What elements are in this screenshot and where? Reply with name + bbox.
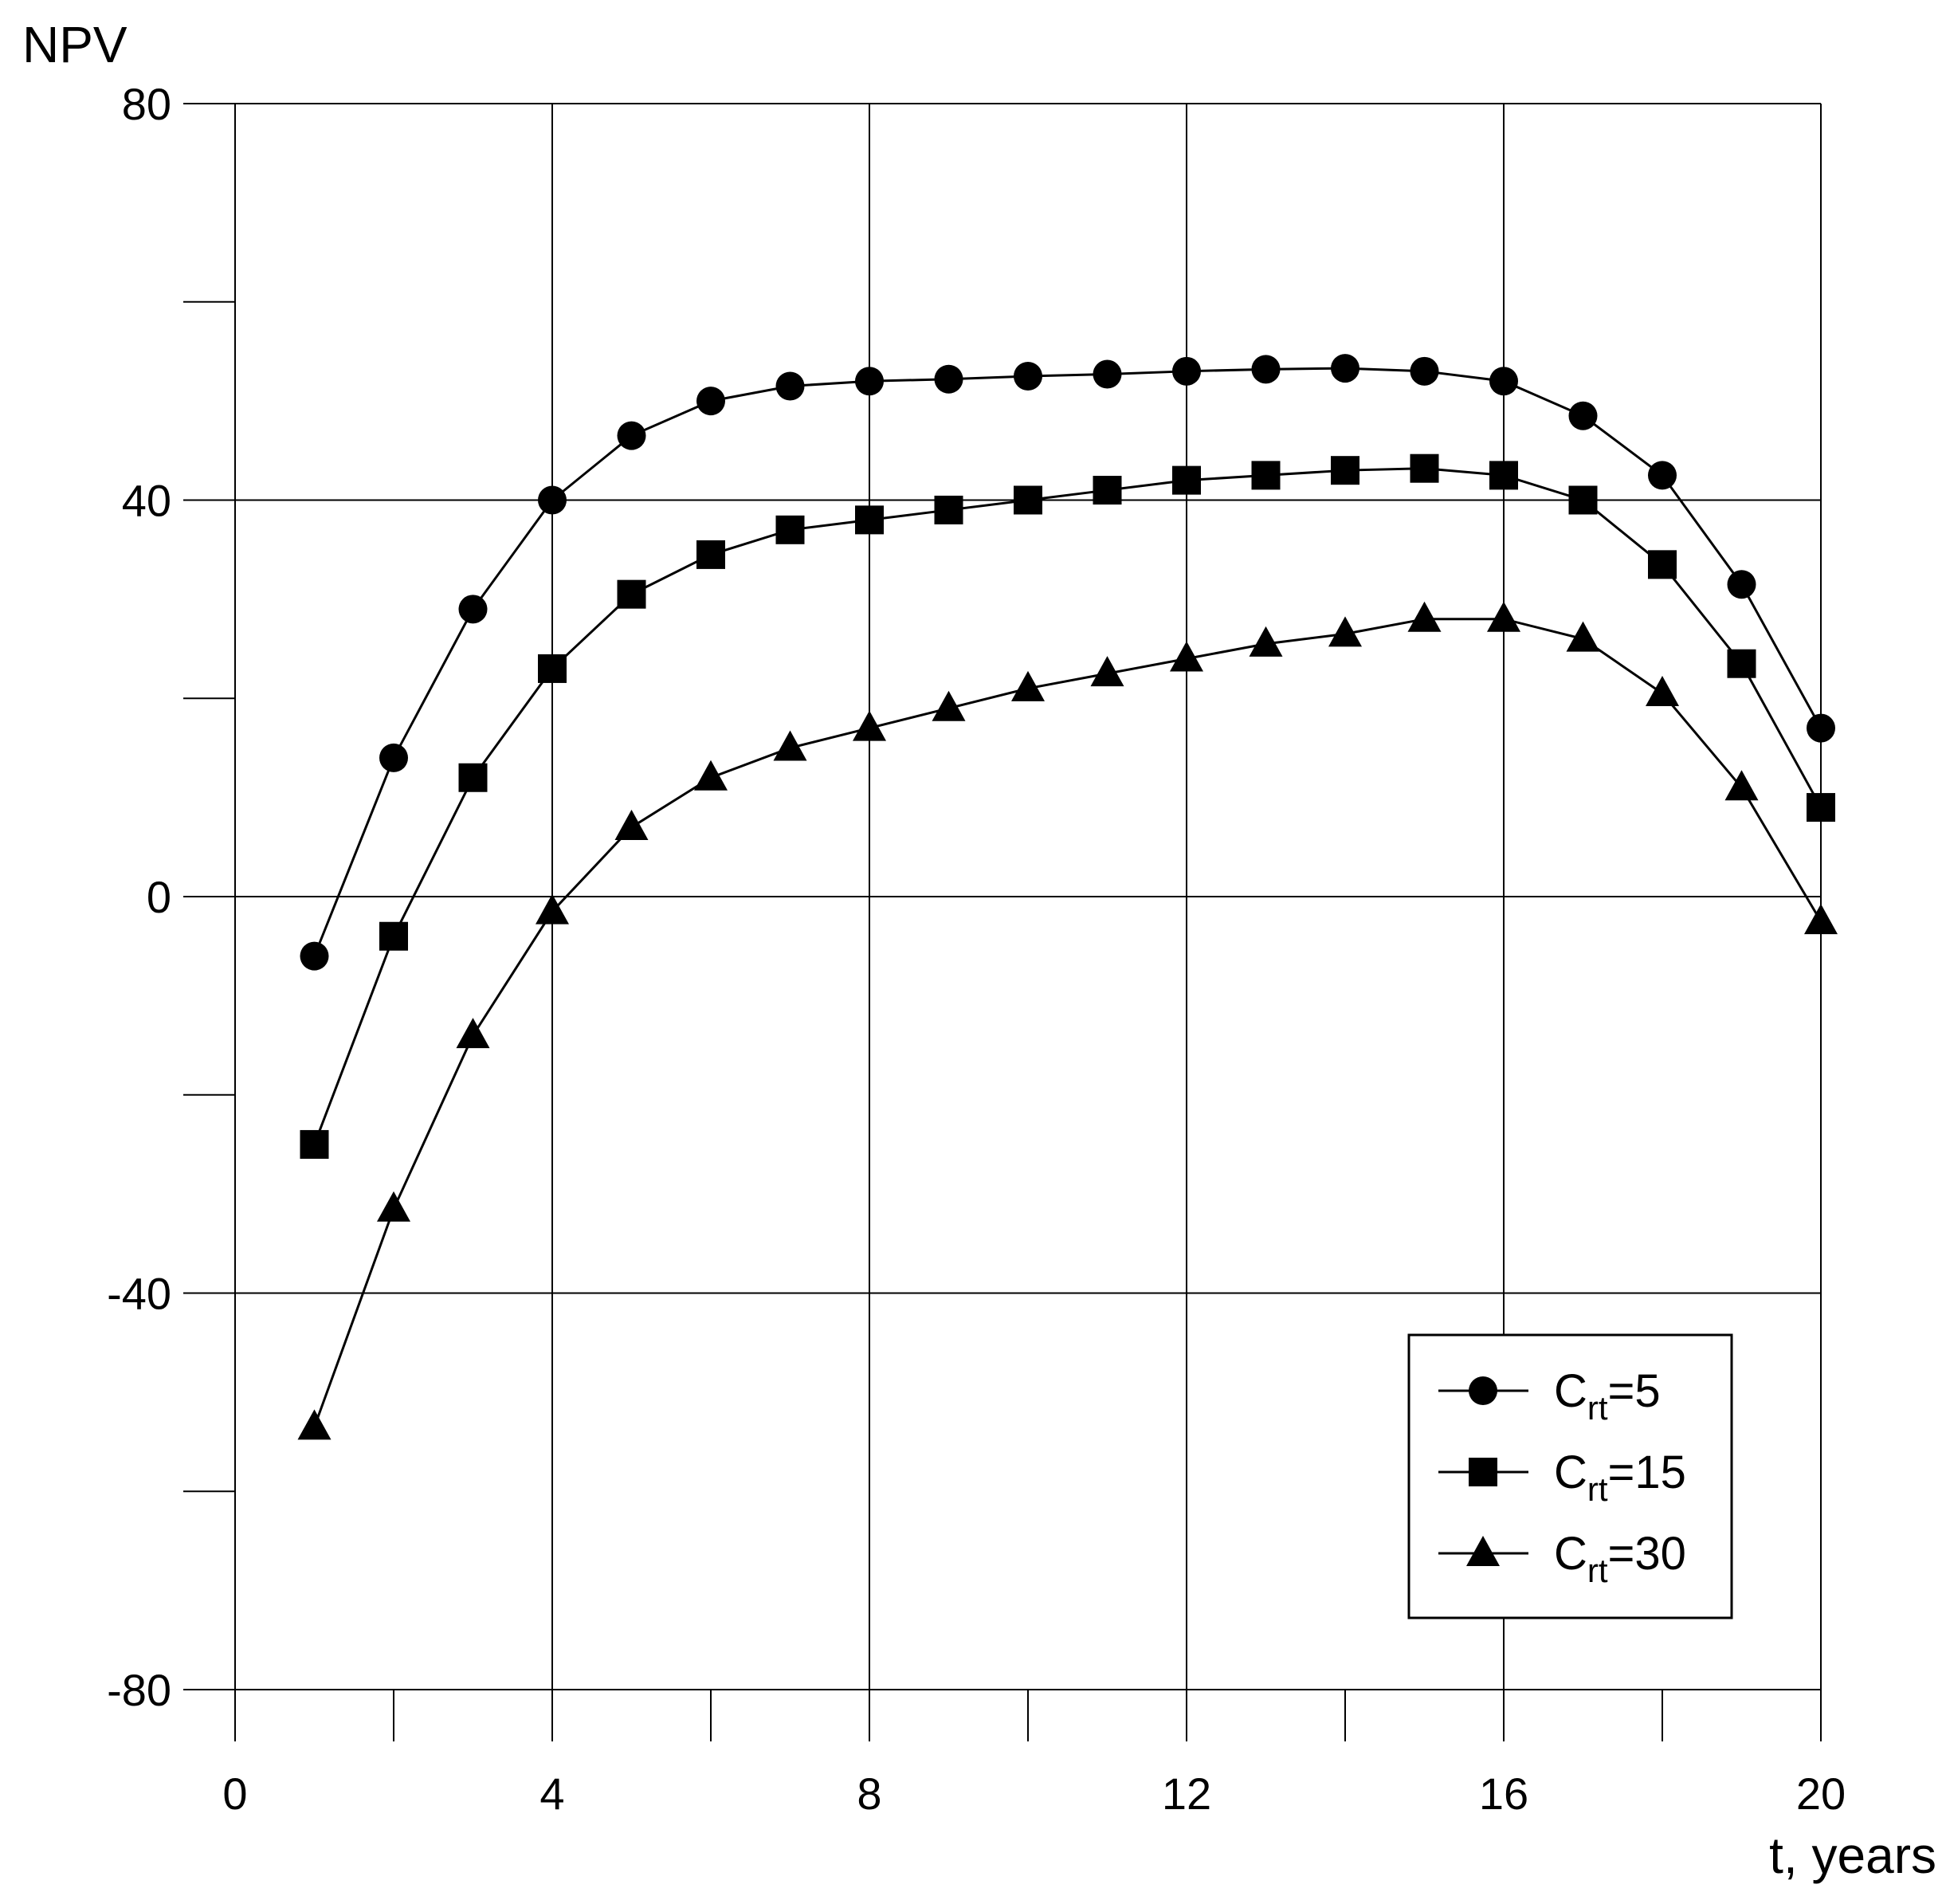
data-point-s0-1 bbox=[379, 743, 408, 772]
data-point-s2-4 bbox=[614, 809, 649, 840]
data-point-s2-7 bbox=[853, 710, 886, 741]
series-line-1 bbox=[313, 467, 1822, 1145]
data-point-s1-19 bbox=[1807, 793, 1835, 822]
legend-label-0: Crt=5 bbox=[1554, 1365, 1661, 1427]
data-point-s0-9 bbox=[1014, 362, 1042, 391]
series-line-2 bbox=[313, 618, 1822, 1427]
data-point-s2-17 bbox=[1646, 676, 1679, 707]
data-point-s0-19 bbox=[1807, 713, 1835, 743]
data-point-s1-16 bbox=[1568, 485, 1598, 515]
data-point-s1-8 bbox=[934, 495, 963, 524]
data-point-s0-7 bbox=[855, 367, 884, 396]
data-point-s2-10 bbox=[1090, 656, 1124, 687]
data-point-s0-18 bbox=[1727, 570, 1756, 599]
data-point-s0-10 bbox=[1093, 359, 1122, 389]
x-axis-title: t, years bbox=[1769, 1827, 1936, 1884]
data-point-s0-6 bbox=[775, 371, 805, 401]
data-point-s0-13 bbox=[1331, 354, 1359, 383]
x-tick-label-6: 12 bbox=[1162, 1769, 1211, 1819]
data-point-s1-17 bbox=[1648, 550, 1677, 579]
data-point-s1-4 bbox=[617, 579, 646, 609]
data-point-s2-8 bbox=[932, 690, 966, 721]
data-point-s2-6 bbox=[773, 730, 807, 761]
data-point-s2-2 bbox=[456, 1018, 490, 1049]
data-point-s0-16 bbox=[1568, 401, 1598, 430]
data-point-s0-2 bbox=[458, 595, 488, 624]
data-point-s1-5 bbox=[696, 540, 725, 569]
data-point-s2-9 bbox=[1011, 670, 1045, 701]
legend-marker-1 bbox=[1469, 1458, 1497, 1486]
data-point-s0-8 bbox=[934, 364, 963, 394]
x-tick-label-10: 20 bbox=[1796, 1769, 1846, 1819]
data-point-s0-11 bbox=[1172, 356, 1201, 386]
y-tick-label-4: 0 bbox=[147, 872, 171, 922]
x-tick-label-0: 0 bbox=[222, 1769, 247, 1819]
data-point-s2-1 bbox=[377, 1191, 410, 1222]
legend-label-2: Crt=30 bbox=[1554, 1528, 1686, 1589]
y-tick-label-8: 80 bbox=[122, 79, 171, 129]
data-point-s2-3 bbox=[536, 893, 569, 925]
data-point-s2-13 bbox=[1328, 616, 1362, 647]
data-point-s1-6 bbox=[775, 515, 805, 544]
data-point-s0-3 bbox=[538, 485, 567, 515]
data-point-s0-14 bbox=[1410, 356, 1439, 386]
data-point-s0-17 bbox=[1648, 461, 1677, 490]
data-point-s1-10 bbox=[1093, 476, 1122, 505]
data-point-s1-3 bbox=[538, 654, 567, 683]
y-tick-label-2: -40 bbox=[107, 1269, 171, 1319]
data-point-s1-0 bbox=[300, 1129, 329, 1159]
data-point-s1-12 bbox=[1251, 461, 1281, 490]
data-point-s2-5 bbox=[694, 760, 728, 791]
data-point-s1-7 bbox=[855, 505, 884, 535]
series-line-0 bbox=[313, 367, 1822, 957]
data-point-s1-13 bbox=[1331, 456, 1359, 485]
y-tick-label-6: 40 bbox=[122, 476, 171, 526]
data-point-s2-18 bbox=[1724, 770, 1759, 801]
data-point-s1-9 bbox=[1014, 485, 1042, 515]
data-point-s0-15 bbox=[1489, 367, 1518, 396]
data-point-s2-19 bbox=[1804, 904, 1838, 935]
y-axis-title: NPV bbox=[22, 16, 128, 73]
y-tick-label-0: -80 bbox=[107, 1665, 171, 1715]
data-point-s1-18 bbox=[1727, 649, 1756, 678]
data-point-s2-12 bbox=[1249, 626, 1283, 657]
data-point-s0-0 bbox=[300, 941, 329, 971]
legend-box bbox=[1407, 1333, 1733, 1619]
data-point-s2-11 bbox=[1170, 641, 1203, 672]
data-point-s0-12 bbox=[1251, 355, 1281, 384]
data-point-s2-16 bbox=[1566, 621, 1600, 652]
data-point-s1-14 bbox=[1410, 453, 1439, 483]
data-point-s1-15 bbox=[1489, 461, 1518, 490]
legend-marker-0 bbox=[1469, 1376, 1497, 1405]
x-tick-label-4: 8 bbox=[857, 1769, 881, 1819]
x-tick-label-8: 16 bbox=[1479, 1769, 1528, 1819]
data-point-s1-2 bbox=[458, 763, 488, 792]
legend-label-1: Crt=15 bbox=[1554, 1447, 1686, 1508]
x-tick-label-2: 4 bbox=[539, 1769, 564, 1819]
legend-marker-2 bbox=[1466, 1536, 1500, 1566]
data-point-s0-5 bbox=[696, 387, 725, 416]
data-point-s1-1 bbox=[379, 921, 408, 951]
data-point-s1-11 bbox=[1172, 465, 1201, 495]
data-point-s2-0 bbox=[297, 1409, 332, 1440]
data-point-s2-15 bbox=[1487, 601, 1520, 632]
data-point-s2-14 bbox=[1407, 601, 1442, 632]
data-point-s0-4 bbox=[617, 421, 646, 450]
